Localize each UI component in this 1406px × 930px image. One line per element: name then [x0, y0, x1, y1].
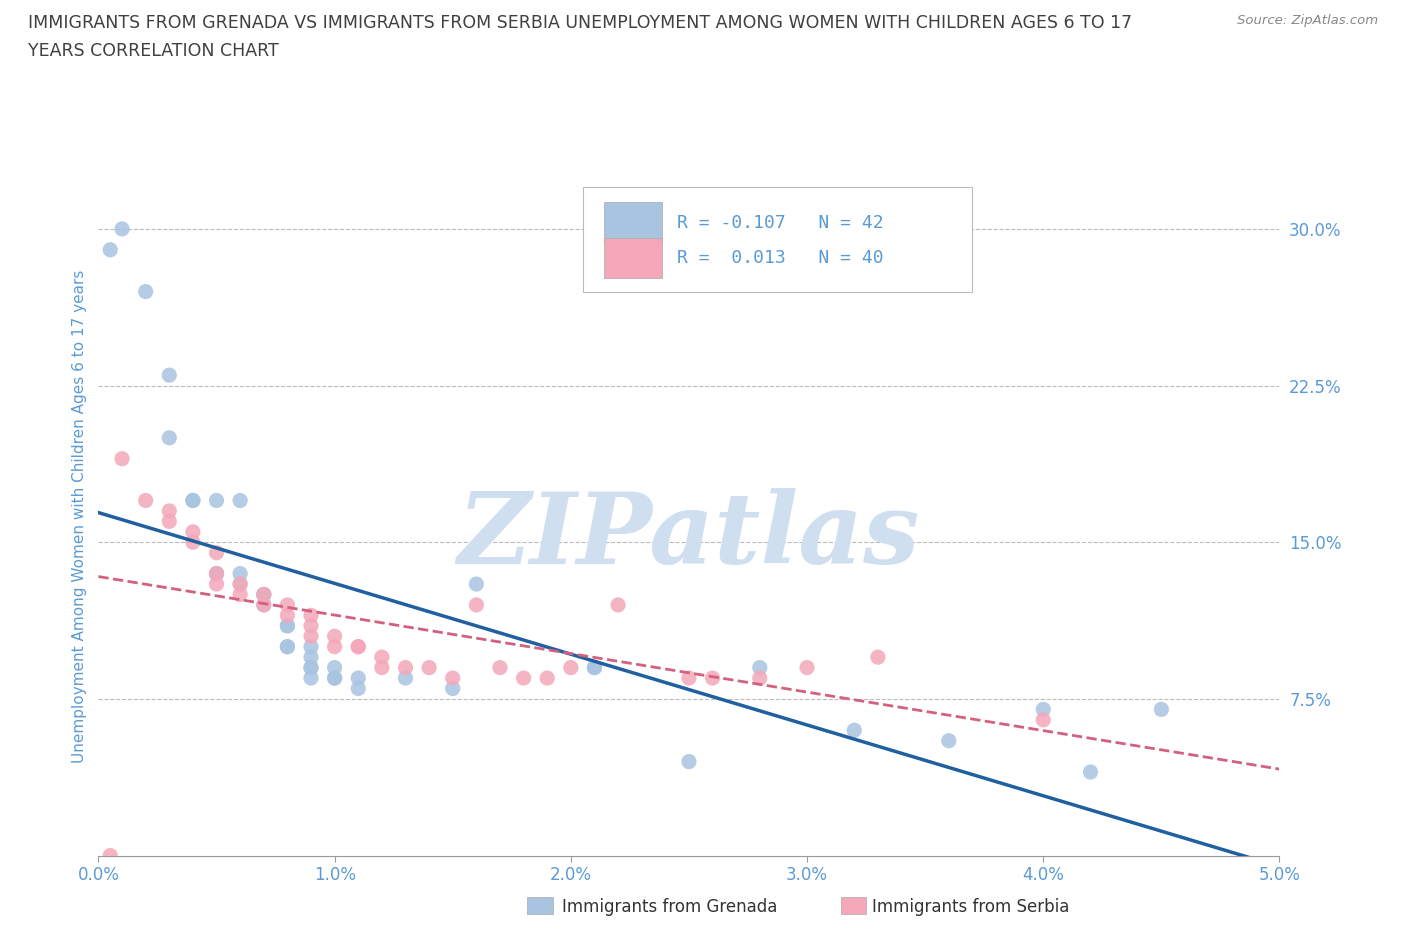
Point	[299, 639, 322, 654]
Text: IMMIGRANTS FROM GRENADA VS IMMIGRANTS FROM SERBIA UNEMPLOYMENT AMONG WOMEN WITH : IMMIGRANTS FROM GRENADA VS IMMIGRANTS FR…	[28, 14, 1132, 32]
Point	[678, 754, 700, 769]
Point	[441, 681, 464, 696]
Point	[205, 577, 228, 591]
Point	[866, 650, 889, 665]
Point	[347, 639, 370, 654]
Point	[323, 671, 346, 685]
Point	[583, 660, 606, 675]
Point	[347, 681, 370, 696]
Point	[371, 650, 394, 665]
Point	[229, 493, 252, 508]
Point	[465, 577, 488, 591]
Bar	[841, 897, 866, 914]
Point	[371, 660, 394, 675]
Point	[748, 660, 770, 675]
Text: Immigrants from Grenada: Immigrants from Grenada	[562, 897, 778, 916]
Point	[1080, 764, 1102, 779]
Text: R = -0.107   N = 42: R = -0.107 N = 42	[678, 214, 884, 232]
Point	[229, 587, 252, 602]
Point	[323, 629, 346, 644]
Point	[276, 639, 298, 654]
Text: ZIPatlas: ZIPatlas	[458, 488, 920, 585]
Point	[276, 639, 298, 654]
Point	[1032, 712, 1054, 727]
Text: R =  0.013   N = 40: R = 0.013 N = 40	[678, 249, 884, 267]
Point	[299, 660, 322, 675]
Point	[253, 587, 276, 602]
Point	[111, 451, 134, 466]
Point	[465, 597, 488, 612]
Point	[205, 566, 228, 581]
FancyBboxPatch shape	[605, 203, 662, 243]
Point	[702, 671, 724, 685]
Point	[157, 503, 180, 518]
Point	[299, 608, 322, 623]
Point	[181, 535, 204, 550]
Point	[157, 514, 180, 529]
Point	[583, 660, 606, 675]
Point	[394, 660, 416, 675]
Point	[844, 723, 866, 737]
Point	[229, 566, 252, 581]
Point	[229, 577, 252, 591]
Point	[181, 525, 204, 539]
Point	[560, 660, 582, 675]
Point	[205, 566, 228, 581]
Point	[276, 618, 298, 633]
Point	[748, 671, 770, 685]
Point	[135, 285, 157, 299]
Point	[607, 597, 630, 612]
Point	[111, 221, 134, 236]
Point	[938, 733, 960, 748]
Point	[253, 587, 276, 602]
Point	[157, 367, 180, 382]
Point	[323, 639, 346, 654]
Point	[135, 493, 157, 508]
Point	[205, 545, 228, 560]
Point	[299, 629, 322, 644]
Point	[323, 660, 346, 675]
Point	[796, 660, 818, 675]
Y-axis label: Unemployment Among Women with Children Ages 6 to 17 years: Unemployment Among Women with Children A…	[72, 270, 87, 763]
Point	[299, 671, 322, 685]
Point	[512, 671, 534, 685]
Point	[347, 639, 370, 654]
Point	[1032, 702, 1054, 717]
Point	[276, 597, 298, 612]
Point	[299, 660, 322, 675]
Point	[253, 597, 276, 612]
Point	[299, 650, 322, 665]
Point	[98, 848, 121, 863]
Point	[489, 660, 512, 675]
Point	[418, 660, 440, 675]
Text: Immigrants from Serbia: Immigrants from Serbia	[872, 897, 1069, 916]
Point	[253, 587, 276, 602]
Point	[1150, 702, 1173, 717]
Point	[229, 577, 252, 591]
Point	[678, 671, 700, 685]
FancyBboxPatch shape	[605, 238, 662, 278]
Point	[181, 493, 204, 508]
Point	[205, 493, 228, 508]
Point	[98, 243, 121, 258]
Point	[394, 671, 416, 685]
Bar	[527, 897, 553, 914]
Point	[157, 431, 180, 445]
Point	[181, 493, 204, 508]
Point	[536, 671, 558, 685]
Point	[253, 597, 276, 612]
FancyBboxPatch shape	[582, 187, 973, 292]
Point	[276, 618, 298, 633]
Point	[205, 566, 228, 581]
Point	[441, 671, 464, 685]
Point	[347, 671, 370, 685]
Text: YEARS CORRELATION CHART: YEARS CORRELATION CHART	[28, 42, 278, 60]
Point	[299, 618, 322, 633]
Point	[276, 608, 298, 623]
Point	[323, 671, 346, 685]
Text: Source: ZipAtlas.com: Source: ZipAtlas.com	[1237, 14, 1378, 27]
